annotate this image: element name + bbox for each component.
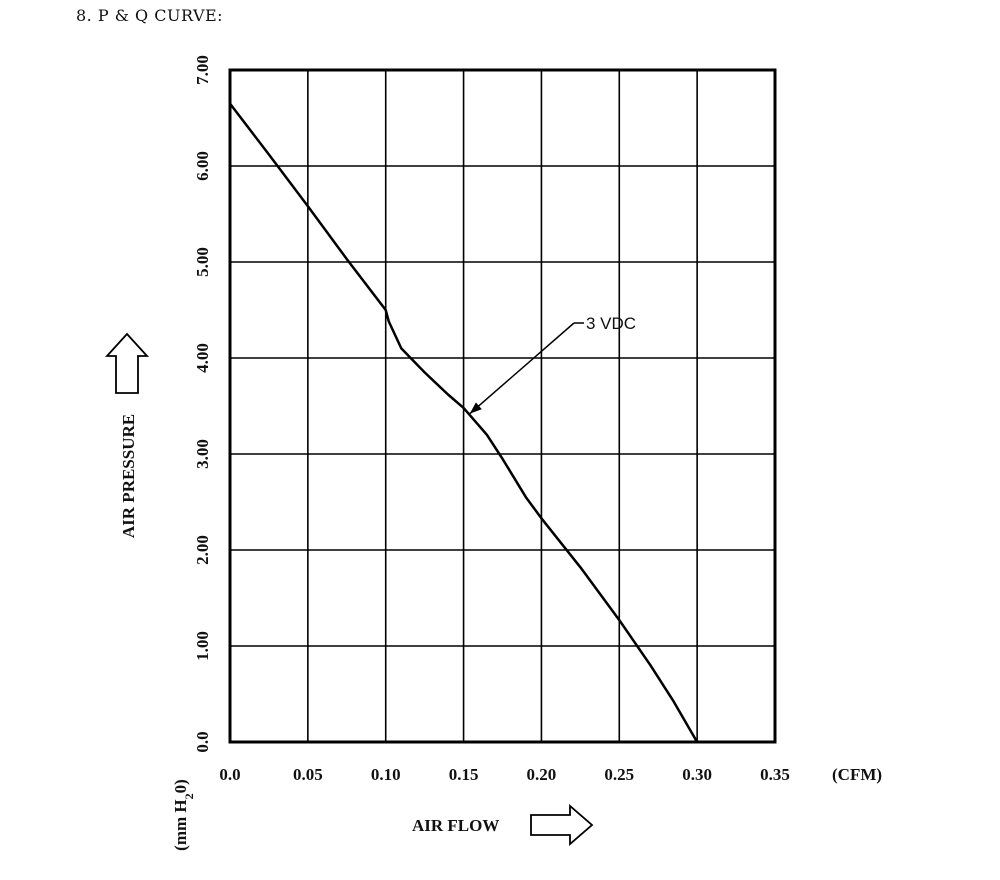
y-tick-label: 5.00	[193, 247, 212, 277]
x-tick-label: 0.30	[682, 765, 712, 784]
x-tick-label: 0.15	[449, 765, 479, 784]
y-unit-part: (mm H	[171, 799, 190, 850]
y-unit-subscript: 2	[182, 793, 196, 799]
annotation-leader	[469, 322, 575, 415]
y-tick-label: 4.00	[193, 343, 212, 373]
y-tick-label: 3.00	[193, 439, 212, 469]
x-axis-title: AIR FLOW	[412, 816, 499, 835]
y-tick-label: 1.00	[193, 631, 212, 661]
up-arrow-icon	[104, 332, 150, 394]
y-unit-label: (mm H20)	[171, 779, 196, 851]
x-tick-label: 0.35	[760, 765, 790, 784]
x-tick-label: 0.0	[219, 765, 240, 784]
x-tick-labels: 0.0 0.05 0.10 0.15 0.20 0.25 0.30 0.35	[219, 765, 790, 784]
x-tick-label: 0.10	[371, 765, 401, 784]
y-tick-labels: 0.0 1.00 2.00 3.00 4.00 5.00 6.00 7.00	[193, 55, 212, 753]
x-unit-label: (CFM)	[832, 765, 882, 784]
annotation-label: 3 VDC	[586, 314, 636, 333]
x-tick-label: 0.25	[604, 765, 634, 784]
series-line-3vdc	[229, 102, 699, 743]
y-tick-label: 7.00	[193, 55, 212, 85]
right-arrow-icon	[530, 804, 594, 846]
y-unit-part: 0)	[171, 779, 190, 793]
x-tick-label: 0.05	[293, 765, 323, 784]
section-heading: 8. P & Q CURVE:	[76, 6, 224, 25]
y-axis-title: AIR PRESSURE	[119, 414, 138, 538]
y-tick-label: 0.0	[193, 731, 212, 752]
grid	[229, 69, 776, 743]
y-tick-label: 2.00	[193, 535, 212, 565]
y-tick-label: 6.00	[193, 151, 212, 181]
plot-frame	[228, 68, 777, 744]
x-tick-label: 0.20	[527, 765, 557, 784]
annotation-arrowhead	[469, 402, 482, 414]
